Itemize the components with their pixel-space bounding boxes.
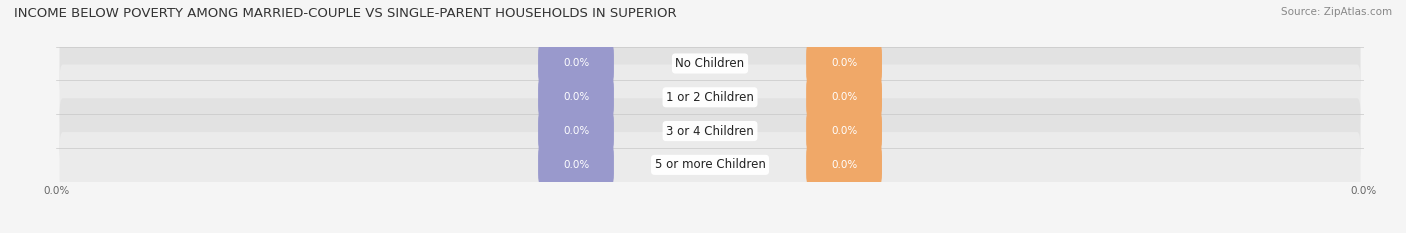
Text: 3 or 4 Children: 3 or 4 Children xyxy=(666,125,754,137)
Text: 1 or 2 Children: 1 or 2 Children xyxy=(666,91,754,104)
Text: No Children: No Children xyxy=(675,57,745,70)
FancyBboxPatch shape xyxy=(59,31,1361,96)
Text: 0.0%: 0.0% xyxy=(562,126,589,136)
FancyBboxPatch shape xyxy=(538,45,614,82)
Text: 0.0%: 0.0% xyxy=(831,160,858,170)
FancyBboxPatch shape xyxy=(59,132,1361,198)
Text: 0.0%: 0.0% xyxy=(831,126,858,136)
FancyBboxPatch shape xyxy=(806,78,882,116)
Text: 5 or more Children: 5 or more Children xyxy=(655,158,765,171)
FancyBboxPatch shape xyxy=(806,146,882,184)
FancyBboxPatch shape xyxy=(806,112,882,150)
Text: 0.0%: 0.0% xyxy=(831,92,858,102)
Text: Source: ZipAtlas.com: Source: ZipAtlas.com xyxy=(1281,7,1392,17)
Text: 0.0%: 0.0% xyxy=(562,160,589,170)
Text: 0.0%: 0.0% xyxy=(562,58,589,69)
FancyBboxPatch shape xyxy=(59,65,1361,130)
FancyBboxPatch shape xyxy=(806,45,882,82)
Text: INCOME BELOW POVERTY AMONG MARRIED-COUPLE VS SINGLE-PARENT HOUSEHOLDS IN SUPERIO: INCOME BELOW POVERTY AMONG MARRIED-COUPL… xyxy=(14,7,676,20)
Text: 0.0%: 0.0% xyxy=(831,58,858,69)
FancyBboxPatch shape xyxy=(538,146,614,184)
FancyBboxPatch shape xyxy=(59,98,1361,164)
FancyBboxPatch shape xyxy=(538,112,614,150)
Text: 0.0%: 0.0% xyxy=(562,92,589,102)
FancyBboxPatch shape xyxy=(538,78,614,116)
